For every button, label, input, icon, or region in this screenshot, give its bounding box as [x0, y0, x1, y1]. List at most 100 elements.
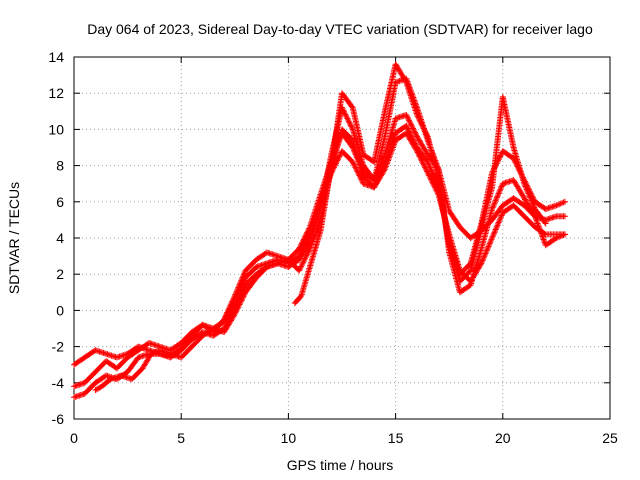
data-point [384, 151, 391, 158]
data-point [371, 184, 378, 191]
data-point [297, 264, 304, 271]
data-point [561, 213, 568, 220]
y-tick-label: 0 [56, 302, 64, 318]
data-point [409, 134, 416, 141]
data-point [495, 156, 502, 163]
data-point [95, 385, 102, 392]
data-point [427, 166, 434, 173]
x-tick-label: 0 [70, 430, 78, 446]
data-point [428, 176, 435, 183]
data-point [231, 312, 238, 319]
data-point [308, 241, 315, 248]
data-point [387, 143, 394, 150]
data-point [490, 201, 497, 208]
data-point [489, 235, 496, 241]
data-point [415, 114, 422, 121]
data-point [490, 203, 497, 210]
data-point [418, 120, 425, 127]
data-point [416, 117, 423, 124]
data-point [556, 233, 563, 240]
data-point [488, 236, 495, 243]
y-axis-label: SDTVAR / TECUs [6, 182, 22, 294]
data-point [312, 231, 319, 238]
y-tick-label: 12 [48, 85, 64, 101]
data-point [304, 251, 311, 258]
data-point [498, 212, 505, 219]
data-point [497, 153, 504, 160]
data-point [374, 177, 381, 184]
data-point [153, 348, 160, 355]
data-point [404, 114, 411, 121]
data-point [92, 387, 99, 394]
data-point [381, 160, 388, 167]
data-point [380, 163, 387, 170]
data-point [372, 181, 379, 188]
data-point [489, 233, 496, 240]
y-tick-label: 10 [48, 121, 64, 137]
data-point [427, 175, 434, 182]
data-point [554, 234, 561, 241]
data-point [542, 220, 549, 227]
data-point [428, 177, 435, 184]
data-point [96, 384, 103, 391]
data-point [351, 163, 358, 170]
data-point [522, 183, 529, 190]
data-point [420, 124, 427, 131]
data-point [385, 148, 392, 155]
data-point [422, 164, 429, 171]
data-point [241, 270, 248, 277]
data-point [481, 253, 488, 260]
data-point [374, 175, 381, 182]
data-point [412, 130, 419, 137]
data-point [534, 220, 541, 227]
data-point [540, 235, 546, 241]
data-point [429, 170, 436, 177]
data-point [296, 267, 303, 274]
data-point [492, 227, 499, 234]
data-point [409, 124, 416, 131]
data-point [538, 230, 545, 237]
data-point [490, 232, 497, 239]
data-point [93, 386, 100, 393]
data-point [236, 301, 243, 308]
data-point [498, 183, 505, 190]
data-point [389, 138, 396, 145]
data-markers [71, 61, 568, 401]
data-point [232, 309, 239, 316]
y-tick-label: 14 [48, 49, 64, 65]
data-point [376, 171, 383, 178]
data-point [527, 196, 534, 203]
data-point [311, 232, 318, 239]
data-point [403, 124, 410, 131]
data-point [335, 154, 342, 161]
data-point [349, 125, 356, 132]
data-point [490, 230, 497, 237]
data-point [557, 233, 564, 240]
data-point [486, 242, 493, 249]
data-point [496, 218, 503, 225]
data-point [553, 202, 560, 209]
data-point [424, 158, 431, 165]
data-point [410, 126, 417, 133]
data-point [373, 178, 380, 185]
data-point [406, 129, 413, 136]
data-point [561, 231, 568, 238]
data-point [534, 219, 541, 226]
data-point [239, 296, 246, 303]
data-point [390, 134, 397, 141]
data-point [298, 263, 305, 270]
data-point [391, 132, 398, 139]
data-point [530, 201, 537, 208]
data-point [343, 114, 350, 121]
data-point [355, 169, 362, 176]
data-point [302, 254, 309, 261]
data-point [530, 203, 537, 210]
data-point [495, 191, 502, 198]
data-point [426, 172, 433, 179]
data-point [350, 160, 357, 167]
data-point [345, 118, 352, 125]
data-point [477, 261, 484, 268]
data-point [298, 262, 305, 269]
data-point [314, 225, 321, 232]
